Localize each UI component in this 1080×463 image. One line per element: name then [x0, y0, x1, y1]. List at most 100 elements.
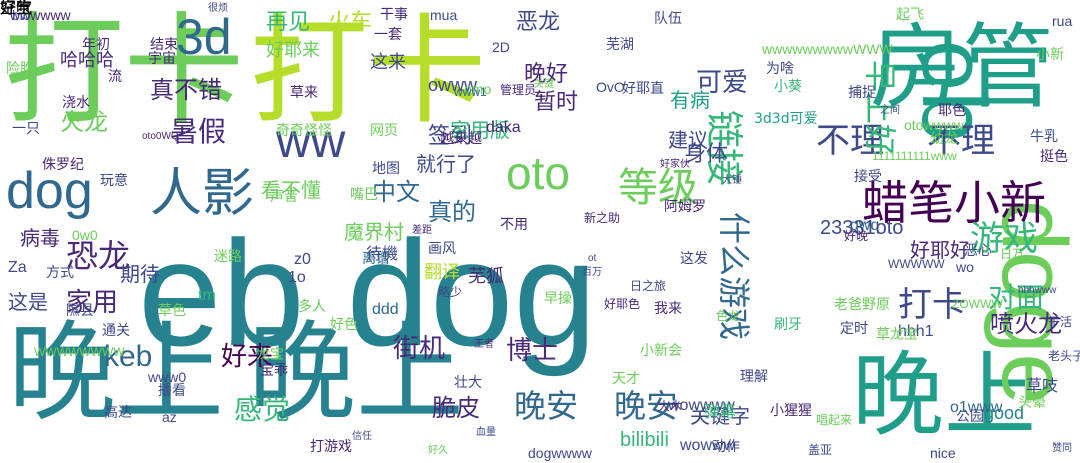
- word: 晚安: [614, 387, 679, 425]
- word: 一只: [12, 121, 40, 137]
- word: ot: [588, 253, 597, 264]
- word: 年初: [82, 37, 110, 53]
- word: 流: [108, 69, 122, 85]
- word: 晚安: [514, 387, 579, 425]
- word: 打卡: [250, 2, 487, 140]
- word: nice: [930, 445, 956, 461]
- word: 声音: [270, 189, 298, 205]
- word: 头晕: [1018, 395, 1046, 411]
- word: 暑假: [170, 115, 227, 148]
- word: 老爸野原: [834, 297, 890, 313]
- word: 病毒: [20, 226, 60, 250]
- word: wowwww: [668, 397, 735, 414]
- word: z0: [294, 251, 311, 268]
- word: eb dog: [138, 209, 597, 377]
- word: 感觉: [234, 393, 291, 426]
- word: 晚上: [248, 311, 465, 436]
- word: 1111111111www: [872, 149, 957, 163]
- word: WWWWWWWW: [34, 345, 125, 359]
- word: 恶龙: [516, 10, 561, 35]
- word: 多人: [298, 299, 326, 315]
- word: 百万: [582, 267, 602, 278]
- word: 网页: [370, 123, 398, 139]
- word: 0w0: [72, 227, 98, 243]
- word: 不理: [816, 121, 884, 161]
- word: 脆皮: [432, 394, 480, 422]
- word: otowwww: [904, 117, 964, 133]
- word: 牛乳: [1030, 129, 1058, 145]
- word: 人影: [150, 164, 255, 224]
- word: 壮大: [454, 375, 482, 391]
- word: 好耶直: [622, 81, 664, 97]
- word: 离谱: [362, 251, 390, 267]
- word: WWWWW: [888, 257, 945, 271]
- word: 再见: [266, 10, 311, 35]
- word: 2D: [492, 39, 510, 55]
- word: 之间: [880, 105, 900, 116]
- word: 管理员: [500, 83, 537, 97]
- word: ww: [276, 115, 346, 168]
- word: qwq: [850, 217, 880, 234]
- word: 动作: [712, 439, 740, 455]
- word: 身体: [684, 142, 729, 167]
- word: 地图: [372, 161, 400, 177]
- word: 很烦: [208, 3, 228, 14]
- word: Za: [8, 259, 27, 276]
- word: 隰县: [66, 303, 94, 319]
- word: 赞同: [1052, 443, 1072, 454]
- word: 天才: [612, 371, 640, 387]
- word: 险胜: [6, 61, 34, 77]
- word: wo: [956, 259, 974, 275]
- word: 火龙: [60, 108, 108, 136]
- word: hhh1: [898, 323, 934, 340]
- word: tm: [198, 287, 216, 304]
- word: 签到: [428, 124, 473, 149]
- word: daka: [486, 119, 521, 136]
- word: 喷火龙: [990, 310, 1062, 338]
- word: 信任: [352, 431, 372, 442]
- word: www1: [454, 85, 487, 99]
- word: 为啥: [766, 61, 794, 77]
- word: 晚好: [524, 62, 569, 87]
- word: 好来: [221, 342, 274, 372]
- word: 等级: [618, 165, 698, 211]
- word: 打卡: [898, 285, 966, 325]
- word: 弹幕: [704, 402, 737, 421]
- word: 芜狐: [468, 266, 504, 287]
- word: 小新会: [640, 343, 682, 359]
- word: 结束: [150, 37, 178, 53]
- word: 通关: [102, 323, 130, 339]
- word: 对面: [988, 281, 1045, 314]
- word: 刷牙: [774, 317, 802, 333]
- word: 3d: [176, 9, 232, 65]
- word: 公园: [956, 409, 984, 425]
- word: 我来: [654, 301, 682, 317]
- word: 奇奇怪怪: [276, 123, 332, 139]
- word: 新之助: [584, 211, 621, 225]
- word: 色龙: [716, 309, 741, 323]
- word: owww: [428, 75, 478, 95]
- word: 草来: [290, 85, 318, 101]
- word: 血量: [476, 427, 496, 438]
- word: 好耶来: [266, 40, 320, 61]
- word: 干活: [1048, 315, 1073, 329]
- word: 博士: [506, 336, 559, 366]
- word: 一套: [374, 27, 402, 43]
- word: 嘴巴: [350, 187, 378, 203]
- word: 略少: [438, 285, 463, 299]
- word: 小葵: [774, 79, 802, 95]
- word: az: [162, 409, 177, 425]
- word: 关键字: [690, 404, 750, 428]
- word: 中文: [372, 178, 420, 206]
- word: mua: [430, 7, 458, 23]
- word: 不用: [500, 217, 528, 233]
- word: 房管: [870, 14, 1055, 121]
- word: 日之旅: [630, 279, 667, 293]
- word: 空气: [0, 0, 33, 17]
- word: dog: [6, 162, 93, 220]
- word: 1o: [288, 269, 306, 286]
- word: ddd: [372, 301, 399, 318]
- word: 队伍: [654, 11, 682, 27]
- word: 街机: [393, 334, 446, 364]
- word: 就行了: [416, 152, 476, 176]
